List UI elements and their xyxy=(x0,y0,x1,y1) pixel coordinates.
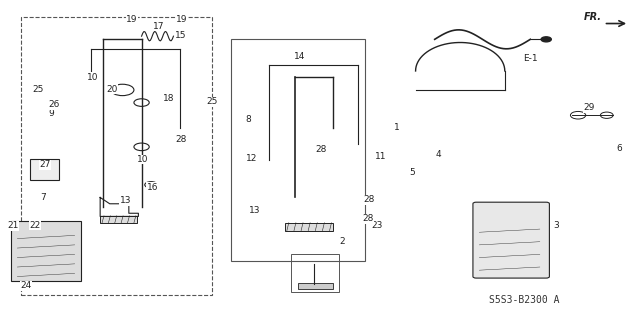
Text: 28: 28 xyxy=(364,195,375,204)
Text: 15: 15 xyxy=(175,31,187,40)
Text: S5S3-B2300 A: S5S3-B2300 A xyxy=(489,295,559,305)
Text: 18: 18 xyxy=(163,94,175,103)
FancyBboxPatch shape xyxy=(11,221,81,281)
Text: 19: 19 xyxy=(126,15,138,24)
FancyBboxPatch shape xyxy=(285,223,333,231)
Text: 28: 28 xyxy=(316,145,327,153)
Text: 7: 7 xyxy=(40,193,45,202)
Text: 29: 29 xyxy=(583,103,595,113)
Text: 3: 3 xyxy=(553,221,559,230)
Text: 25: 25 xyxy=(206,97,218,106)
Text: FR.: FR. xyxy=(584,12,602,22)
Text: 16: 16 xyxy=(147,182,158,191)
Text: 10: 10 xyxy=(87,73,99,82)
Text: 13: 13 xyxy=(249,206,260,215)
Text: 11: 11 xyxy=(376,152,387,161)
Text: 24: 24 xyxy=(20,281,31,291)
FancyBboxPatch shape xyxy=(298,284,333,289)
Text: 10: 10 xyxy=(137,155,148,164)
Text: 14: 14 xyxy=(294,52,305,61)
Text: 5: 5 xyxy=(410,168,415,177)
Text: 21: 21 xyxy=(7,221,19,230)
Text: 8: 8 xyxy=(246,115,252,124)
Text: 26: 26 xyxy=(49,100,60,109)
Text: 22: 22 xyxy=(29,221,41,230)
Text: 19: 19 xyxy=(176,15,188,24)
Text: 2: 2 xyxy=(339,237,345,246)
Text: 25: 25 xyxy=(33,85,44,94)
Text: 13: 13 xyxy=(120,196,131,205)
Text: 20: 20 xyxy=(107,85,118,94)
Text: 1: 1 xyxy=(394,123,399,132)
FancyBboxPatch shape xyxy=(30,159,59,180)
Text: E-1: E-1 xyxy=(523,54,538,63)
Text: 28: 28 xyxy=(175,135,187,144)
Text: 12: 12 xyxy=(246,154,257,163)
FancyBboxPatch shape xyxy=(100,216,137,223)
FancyBboxPatch shape xyxy=(473,202,549,278)
Text: 23: 23 xyxy=(372,221,383,230)
Text: 17: 17 xyxy=(153,22,164,31)
Text: 9: 9 xyxy=(48,108,54,117)
Text: 4: 4 xyxy=(435,150,441,159)
Circle shape xyxy=(541,37,551,42)
Text: 28: 28 xyxy=(362,214,374,223)
Text: 27: 27 xyxy=(39,160,51,169)
Text: 6: 6 xyxy=(616,144,622,153)
